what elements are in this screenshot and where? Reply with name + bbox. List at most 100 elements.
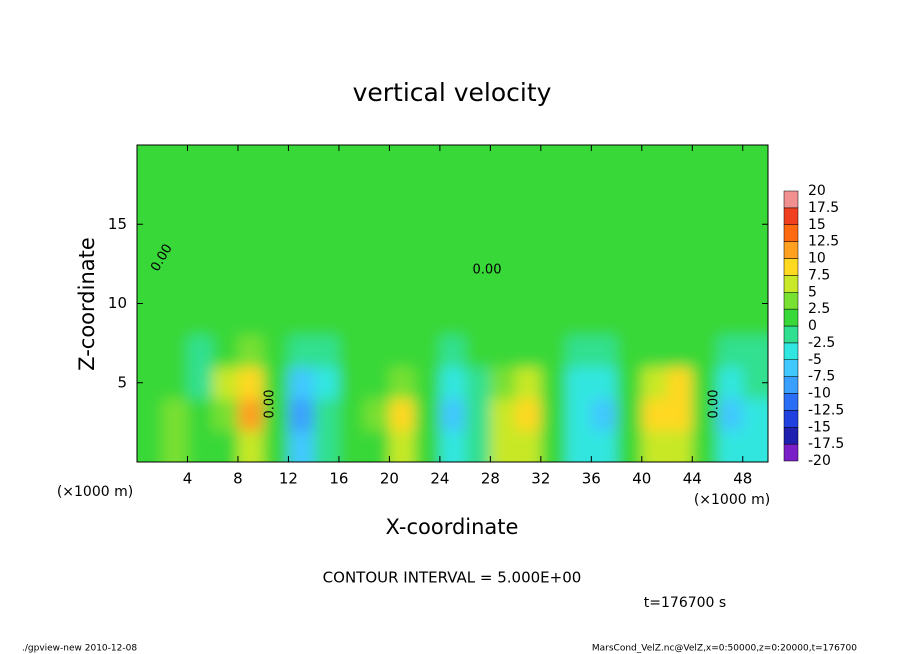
heatmap-cell (288, 240, 315, 273)
heatmap-cell (439, 145, 466, 178)
heatmap-cell (137, 240, 163, 273)
heatmap-cell (364, 335, 390, 368)
colorbar-label: -20 (808, 453, 831, 469)
heatmap-cell (692, 366, 719, 400)
heatmap-cell (313, 335, 340, 368)
heatmap-cell (237, 430, 264, 462)
heatmap-cell (389, 271, 416, 304)
colorbar-label: 5 (808, 284, 817, 300)
heatmap-cell (338, 398, 365, 431)
heatmap-cell (465, 398, 491, 431)
heatmap-cell (641, 176, 668, 209)
heatmap-cell (515, 271, 542, 304)
heatmap-cell (616, 398, 643, 431)
heatmap-cell (338, 240, 365, 273)
heatmap-cell (717, 208, 744, 241)
colorbar-label: 17.5 (808, 200, 839, 216)
x-unit: (×1000 m) (694, 492, 770, 508)
y-tick-label: 10 (108, 294, 127, 312)
heatmap-cell (263, 303, 289, 336)
heatmap-cell (616, 335, 643, 368)
heatmap-cell (540, 398, 567, 431)
heatmap-cell (364, 176, 390, 209)
heatmap-cell (162, 176, 188, 209)
heatmap-cell (490, 366, 517, 400)
heatmap-cell (641, 335, 668, 368)
heatmap-cell (187, 208, 214, 241)
heatmap-cell (162, 366, 188, 400)
heatmap-cell (263, 398, 289, 431)
heatmap-cell (717, 335, 744, 368)
heatmap-cell (540, 208, 567, 241)
heatmap-cell (692, 398, 719, 431)
heatmap-cell (414, 176, 441, 209)
heatmap-cell (490, 208, 517, 241)
heatmap-cell (490, 240, 517, 273)
heatmap-cell (540, 430, 567, 462)
heatmap-cell (137, 366, 163, 400)
colorbar-label: -12.5 (808, 402, 844, 418)
heatmap-cell (389, 335, 416, 368)
heatmap-cell (137, 335, 163, 368)
colorbar-label: -10 (808, 386, 831, 402)
heatmap-cell (237, 240, 264, 273)
heatmap-cell (364, 240, 390, 273)
heatmap-cell (742, 271, 768, 304)
heatmap-cell (237, 271, 264, 304)
colorbar-label: -7.5 (808, 369, 835, 385)
heatmap-cell (566, 208, 592, 241)
heatmap-cell (591, 366, 618, 400)
colorbar-label: 20 (808, 183, 826, 199)
heatmap-cell (212, 208, 239, 241)
heatmap-cell (490, 271, 517, 304)
heatmap-cell (237, 335, 264, 368)
heatmap-cell (742, 303, 768, 336)
x-tick-label: 40 (632, 470, 651, 488)
heatmap-cell (742, 176, 768, 209)
heatmap-cell (591, 430, 618, 462)
heatmap-cell (414, 271, 441, 304)
heatmap-cell (616, 271, 643, 304)
heatmap-cell (338, 303, 365, 336)
heatmap-cell (389, 430, 416, 462)
heatmap-cell (263, 335, 289, 368)
heatmap-cell (490, 303, 517, 336)
heatmap-cell (414, 366, 441, 400)
footer-right: MarsCond_VelZ.nc@VelZ,x=0:50000,z=0:2000… (592, 644, 857, 654)
heatmap-cell (288, 303, 315, 336)
heatmap-cell (263, 176, 289, 209)
heatmap-cell (187, 366, 214, 400)
heatmap-cell (566, 303, 592, 336)
heatmap-cell (742, 208, 768, 241)
heatmap-cell (566, 271, 592, 304)
heatmap-cell (616, 240, 643, 273)
heatmap-cell (414, 303, 441, 336)
colorbar-swatch (783, 190, 799, 209)
x-tick-label: 16 (329, 470, 348, 488)
heatmap-cell (389, 366, 416, 400)
heatmap-cell (692, 240, 719, 273)
heatmap-cell (162, 240, 188, 273)
heatmap-cell (515, 240, 542, 273)
y-unit: (×1000 m) (57, 484, 133, 500)
heatmap-cell (338, 335, 365, 368)
heatmap-cell (692, 208, 719, 241)
heatmap-cell (313, 240, 340, 273)
colorbar-label: -5 (808, 352, 822, 368)
heatmap-cell (187, 271, 214, 304)
heatmap-cell (237, 303, 264, 336)
heatmap-cell (439, 240, 466, 273)
heatmap-cell (465, 240, 491, 273)
heatmap-cell (566, 430, 592, 462)
heatmap-cell (439, 398, 466, 431)
x-tick-label: 4 (183, 470, 193, 488)
heatmap-cell (237, 208, 264, 241)
heatmap-cell (389, 240, 416, 273)
heatmap-cell (212, 145, 239, 178)
heatmap-cell (515, 303, 542, 336)
heatmap-cell (717, 366, 744, 400)
heatmap-cell (591, 303, 618, 336)
heatmap-cell (212, 398, 239, 431)
footer-left: ./gpview-new 2010-12-08 (22, 644, 137, 654)
contour-interval: CONTOUR INTERVAL = 5.000E+00 (323, 569, 582, 587)
